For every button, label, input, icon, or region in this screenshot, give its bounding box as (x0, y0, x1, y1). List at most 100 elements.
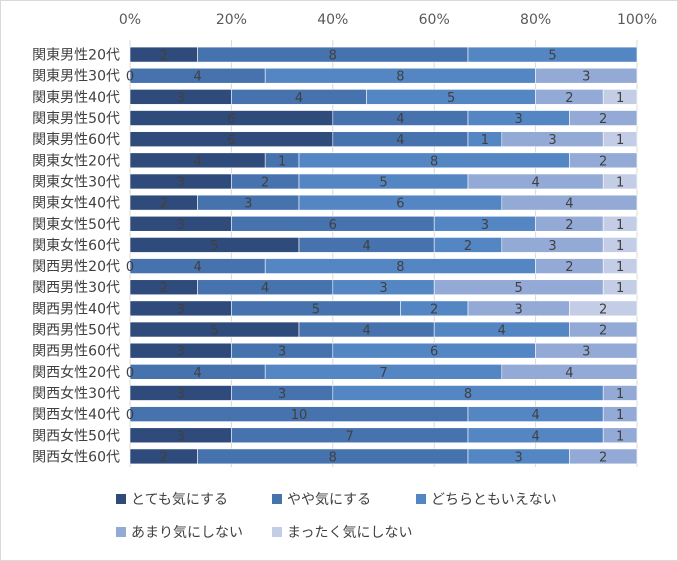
data-label: 5 (210, 324, 218, 339)
legend-swatch (416, 494, 426, 504)
category-label: 関西女性30代 (32, 385, 120, 402)
data-label: 4 (193, 154, 201, 169)
data-label: 7 (346, 429, 354, 444)
data-label: 2 (430, 302, 438, 317)
data-label: 8 (430, 154, 438, 169)
category-label: 関東女性30代 (32, 173, 120, 190)
data-label: 1 (616, 91, 624, 106)
data-label: 8 (396, 260, 404, 275)
data-label: 3 (379, 281, 387, 296)
data-label: 1 (616, 218, 624, 233)
data-label: 6 (227, 112, 235, 127)
bar-segment (569, 300, 638, 317)
category-label: 関東女性40代 (32, 195, 120, 212)
data-label: 4 (531, 429, 539, 444)
bar-segment (602, 406, 638, 422)
data-label: 5 (548, 49, 556, 64)
data-label: 6 (396, 197, 404, 212)
category-labels: 関東男性20代関東男性30代関東男性40代関東男性50代関東男性60代関東女性2… (32, 48, 120, 466)
data-label: 1 (616, 387, 624, 402)
data-label: 3 (177, 302, 185, 317)
bar-segment (535, 67, 638, 84)
bar-segment (602, 385, 638, 401)
data-label: 1 (481, 133, 489, 148)
data-label: 8 (329, 450, 337, 465)
data-label: 4 (193, 70, 201, 85)
data-label: 5 (447, 91, 455, 106)
data-label: 1 (616, 260, 624, 275)
data-label: 3 (515, 112, 523, 127)
category-label: 関西男性50代 (32, 323, 120, 339)
data-label: 2 (261, 175, 269, 190)
data-label: 5 (210, 239, 218, 254)
legend-swatch (272, 494, 282, 504)
data-label: 2 (599, 450, 607, 465)
legend-label: とても気にする (131, 492, 228, 508)
data-label: 3 (177, 345, 185, 360)
data-label: 7 (379, 366, 387, 381)
data-label: 5 (515, 281, 523, 296)
data-label: 0 (126, 408, 134, 423)
x-tick-label: 80% (520, 12, 551, 28)
data-label: 6 (430, 345, 438, 360)
bar-segment (602, 173, 638, 190)
bar-segment (569, 110, 638, 126)
data-label: 3 (177, 387, 185, 402)
data-label: 0 (126, 366, 134, 381)
category-label: 関東男性30代 (32, 69, 120, 85)
data-label: 4 (531, 408, 539, 423)
data-label: 4 (396, 133, 404, 148)
data-label: 1 (616, 133, 624, 148)
category-label: 関東女性20代 (32, 152, 120, 169)
data-label: 2 (565, 218, 573, 233)
data-label: 3 (177, 91, 185, 106)
data-label: 1 (616, 429, 624, 444)
bar-segment (602, 131, 638, 147)
bar-segment (602, 258, 638, 274)
data-label: 1 (278, 154, 286, 169)
x-tick-label: 20% (216, 12, 247, 28)
data-label: 3 (582, 70, 590, 85)
category-label: 関西女性40代 (32, 406, 120, 423)
data-label: 4 (396, 112, 404, 127)
data-label: 8 (464, 387, 472, 402)
data-label: 2 (464, 239, 472, 254)
data-label: 4 (261, 281, 269, 296)
data-label: 1 (616, 239, 624, 254)
bar-segment (535, 342, 638, 359)
bar-segment (602, 89, 638, 105)
data-label: 3 (481, 218, 489, 233)
x-axis-ticks: 0% 20% 40% 60% 80% 100% (119, 12, 657, 28)
bar-segment (602, 279, 638, 296)
data-label: 5 (379, 175, 387, 190)
data-label: 4 (362, 239, 370, 254)
data-labels: 2 8 50 4 8 33 4 5 2 16 4 3 26 4 1 3 14 1 8 23 2 5 4 12 3 6 43 6 3 2 15… (126, 49, 624, 466)
legend-label: どちらともいえない (431, 492, 557, 508)
category-label: 関東男性50代 (32, 111, 120, 127)
data-label: 4 (362, 324, 370, 339)
category-label: 関東女性60代 (32, 237, 120, 254)
legend-label: あまり気にしない (131, 525, 243, 541)
category-label: 関西男性40代 (32, 301, 120, 317)
data-label: 3 (278, 387, 286, 402)
bar-segment (569, 321, 638, 338)
category-label: 関東男性60代 (32, 132, 120, 148)
data-label: 8 (396, 70, 404, 85)
data-label: 3 (177, 218, 185, 233)
category-label: 関東女性50代 (32, 216, 120, 233)
data-label: 4 (295, 91, 303, 106)
data-label: 5 (312, 302, 320, 317)
x-tick-label: 0% (119, 12, 141, 28)
data-label: 2 (565, 260, 573, 275)
data-label: 8 (329, 49, 337, 64)
legend-label: まったく気にしない (287, 525, 412, 541)
data-label: 6 (227, 133, 235, 148)
x-tick-label: 60% (419, 12, 450, 28)
category-label: 関西男性20代 (32, 259, 120, 275)
bar-segment (602, 215, 638, 232)
data-label: 4 (565, 366, 573, 381)
data-label: 4 (531, 175, 539, 190)
bar-segment (569, 152, 638, 169)
data-label: 2 (160, 197, 168, 212)
